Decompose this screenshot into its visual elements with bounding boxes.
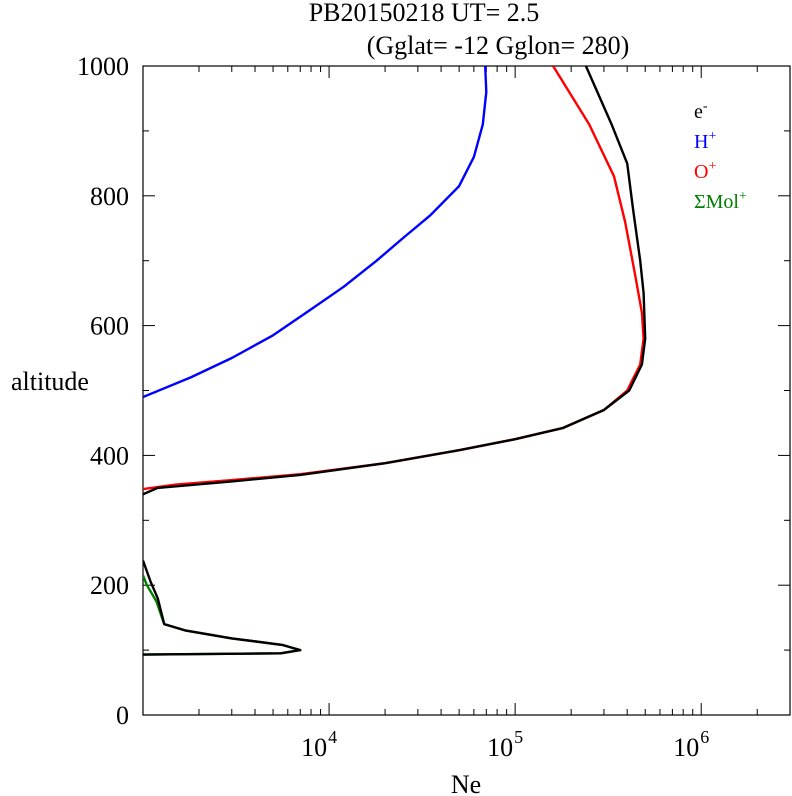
- y-tick-label: 200: [90, 571, 129, 600]
- chart-title-line-2: (Gglat= -12 Gglon= 280): [367, 31, 630, 60]
- legend-entry: H+: [694, 129, 716, 153]
- y-axis-tick-labels: 0 200 400 600 800 1000: [77, 52, 129, 730]
- x-axis-tick-labels: 10 4 10 5 10 6: [301, 727, 709, 762]
- series-sum-mol-plus-line: [143, 575, 302, 656]
- plot-frame: [142, 65, 791, 716]
- x-tick-label-base: 10: [301, 733, 327, 762]
- x-tick-label: 10 4: [301, 727, 337, 762]
- legend-entry: e-: [694, 99, 708, 123]
- legend-entry: O+: [694, 159, 716, 183]
- y-tick-label: 800: [90, 182, 129, 211]
- x-axis-label: Ne: [451, 770, 481, 796]
- x-tick-label-exponent: 4: [328, 727, 337, 747]
- y-tick-label: 600: [90, 312, 129, 341]
- legend-entry: ΣMol+: [694, 189, 747, 213]
- series-h-plus-line: [143, 66, 488, 399]
- y-tick-label: 400: [90, 441, 129, 470]
- x-tick-label: 10 6: [673, 727, 709, 762]
- x-tick-label-exponent: 6: [700, 727, 709, 747]
- x-tick-label-base: 10: [673, 733, 699, 762]
- series-lines: [143, 66, 647, 656]
- series-electron-line: [143, 560, 302, 656]
- chart-title-line-1: PB20150218 UT= 2.5: [309, 0, 540, 27]
- x-tick-label-exponent: 5: [514, 727, 523, 747]
- x-tick-label: 10 5: [487, 727, 523, 762]
- series-electron-line: [143, 66, 647, 496]
- y-axis-label: altitude: [11, 367, 89, 396]
- legend: e- H+ O+ ΣMol+: [694, 99, 747, 213]
- x-tick-label-base: 10: [487, 733, 513, 762]
- y-tick-label: 1000: [77, 52, 129, 81]
- y-tick-label: 0: [116, 701, 129, 730]
- chart-title: PB20150218 UT= 2.5 (Gglat= -12 Gglon= 28…: [309, 0, 630, 60]
- axis-ticks: [142, 65, 791, 716]
